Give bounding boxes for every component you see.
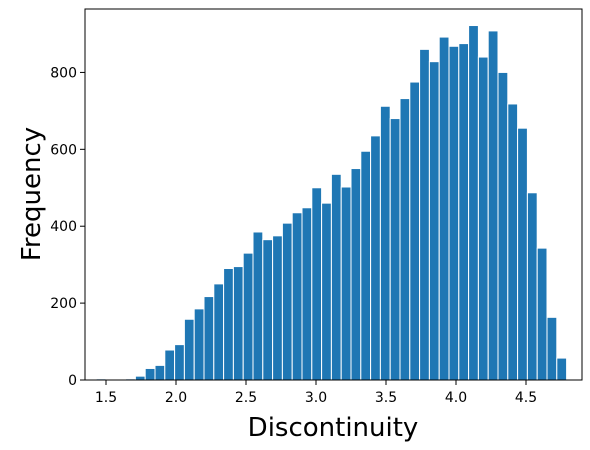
y-tick-label: 400 (50, 219, 77, 235)
x-tick-label: 4.5 (515, 390, 537, 406)
histogram-bar (389, 118, 401, 381)
x-tick-label: 2.0 (165, 390, 187, 406)
histogram-bar (134, 375, 146, 381)
plot-frame (84, 8, 583, 381)
histogram-bar (164, 349, 176, 381)
histogram-bar (252, 231, 264, 381)
histogram-bar (193, 308, 205, 381)
histogram-bar (487, 30, 499, 381)
histogram-bar (468, 25, 479, 381)
histogram-bar (438, 36, 450, 381)
histogram-bar (183, 318, 195, 381)
histogram-bar (203, 296, 215, 381)
histogram-bar (144, 367, 156, 381)
histogram-bar (379, 105, 391, 381)
histogram-bar (223, 268, 234, 381)
histogram-bar (242, 252, 254, 381)
histogram-bar (360, 150, 372, 381)
histogram-bar (419, 48, 430, 381)
x-tick-label: 3.0 (305, 390, 327, 406)
histogram-bar (370, 135, 381, 381)
y-axis-label: Frequency (17, 127, 47, 261)
histogram-bar (272, 235, 283, 381)
histogram-bar (507, 103, 519, 381)
histogram-bar (281, 222, 293, 381)
histogram-bar (291, 212, 303, 381)
histogram-bar (448, 45, 460, 381)
x-tick-label: 2.5 (235, 390, 257, 406)
histogram-bar (340, 186, 352, 381)
x-tick-label: 3.5 (375, 390, 397, 406)
histogram-bar (517, 127, 528, 381)
histogram-bar (428, 61, 440, 381)
x-axis-ticks: 1.5 2.0 2.5 3.0 3.5 4.0 4.5 (95, 380, 537, 406)
histogram-bar (546, 316, 558, 381)
x-tick-label: 4.0 (445, 390, 467, 406)
histogram-bar (399, 98, 411, 381)
histogram-bar (213, 283, 225, 381)
y-tick-label: 200 (50, 296, 77, 312)
histogram-bar (154, 364, 166, 381)
histogram-bar (556, 357, 568, 381)
histogram-bar (301, 207, 313, 381)
histogram-bar (311, 187, 323, 381)
y-tick-label: 800 (50, 65, 77, 81)
histogram-bar (497, 71, 509, 381)
histogram-bars (95, 25, 568, 381)
histogram-bar (330, 173, 342, 381)
y-axis-ticks: 0 200 400 600 800 (50, 65, 85, 389)
histogram-bar (262, 239, 274, 381)
histogram-bar (409, 81, 421, 381)
histogram-bar (321, 202, 332, 381)
histogram-bar (458, 43, 470, 381)
histogram-bar (536, 247, 548, 381)
histogram-bar (232, 266, 244, 381)
y-tick-label: 600 (50, 142, 77, 158)
x-tick-label: 1.5 (95, 390, 117, 406)
histogram-bar (526, 192, 538, 381)
histogram-bar (350, 168, 362, 381)
y-tick-label: 0 (68, 373, 77, 389)
x-axis-label: Discontinuity (248, 413, 419, 443)
histogram-bar (477, 56, 489, 381)
histogram-bar (174, 344, 185, 381)
